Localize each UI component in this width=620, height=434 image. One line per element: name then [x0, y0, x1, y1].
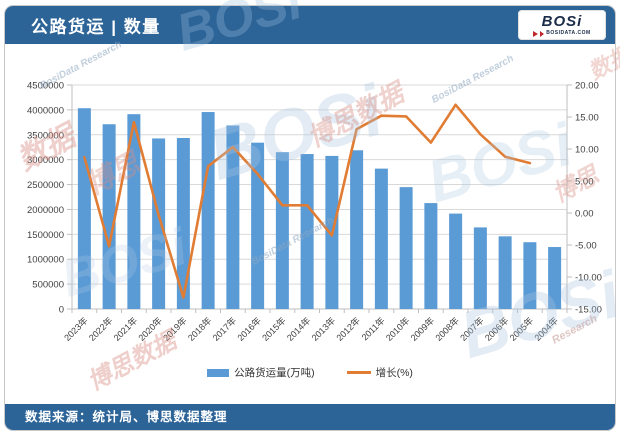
- freight-volume-growth-chart: 4500000 4000000 3500000 3000000 2500000 20000…: [27, 81, 602, 343]
- bar-2016年: [251, 142, 265, 309]
- x-axis-label: 2005年: [507, 315, 535, 343]
- bar-2022年: [102, 124, 116, 310]
- left-axis-label: 1000000: [27, 255, 64, 266]
- x-axis-label: 2011年: [359, 315, 387, 343]
- page-title: 公路货运 | 数量: [31, 17, 161, 37]
- right-axis-label: 5.00: [575, 177, 594, 188]
- logo-flag-icon: [533, 30, 539, 37]
- legend-label-line-series: 增长(%): [375, 367, 413, 379]
- left-axis-label: 500000: [32, 280, 64, 291]
- bar-2017年: [226, 125, 240, 310]
- x-axis-label: 2010年: [383, 315, 411, 343]
- x-axis-label: 2021年: [111, 315, 139, 343]
- line-series-swatch: [346, 371, 371, 374]
- x-axis-label: 2017年: [210, 315, 238, 343]
- left-axis-label: 3000000: [27, 155, 64, 166]
- bar-2021年: [127, 114, 141, 309]
- left-axis-label: 3500000: [27, 130, 64, 141]
- footer-bar: 数据来源：统计局、博思数据整理: [5, 404, 615, 430]
- bosi-logo-text: BOSi: [541, 12, 583, 30]
- bar-2015年: [275, 152, 289, 309]
- x-axis-label: 2022年: [86, 315, 114, 343]
- x-axis-label: 2006年: [482, 315, 510, 343]
- bar-2012年: [350, 150, 364, 309]
- right-axis-label: -15.00: [575, 305, 602, 316]
- bosi-logo-url: BOSIDATA.COM: [546, 30, 591, 36]
- right-axis-label: -5.00: [575, 241, 597, 252]
- x-axis-label: 2014年: [284, 315, 312, 343]
- right-axis-label: 15.00: [575, 113, 599, 124]
- header-bar: 公路货运 | 数量 BOSi BOSIDATA.COM: [5, 6, 615, 44]
- bar-2009年: [424, 203, 438, 309]
- bosi-logo-subrow: BOSIDATA.COM: [533, 30, 591, 37]
- bar-2010年: [399, 187, 413, 309]
- x-axis-label: 2004年: [532, 315, 560, 343]
- left-axis-label: 2500000: [27, 180, 64, 191]
- bar-2018年: [201, 112, 215, 310]
- left-axis-label: 0: [59, 305, 64, 316]
- bar-2014年: [300, 154, 314, 309]
- x-axis-label: 2012年: [334, 315, 362, 343]
- legend-item-bar-series: 公路货运量(万吨): [207, 365, 315, 380]
- x-axis-label: 2015年: [259, 315, 287, 343]
- bar-2004年: [548, 247, 562, 309]
- right-axis-label: 20.00: [575, 81, 599, 92]
- bar-2019年: [176, 137, 190, 309]
- x-axis-label: 2008年: [433, 315, 461, 343]
- left-axis-label: 4500000: [27, 81, 64, 92]
- x-axis-label: 2013年: [309, 315, 337, 343]
- bar-2023年: [77, 108, 91, 309]
- bar-2020年: [152, 138, 166, 309]
- growth-line: [83, 103, 532, 299]
- right-axis-label: 10.00: [575, 145, 599, 156]
- bosi-logo: BOSi BOSIDATA.COM: [518, 10, 606, 40]
- bar-2007年: [473, 227, 487, 309]
- bar-2006年: [498, 236, 512, 309]
- x-axis-label: 2019年: [160, 315, 188, 343]
- x-axis-label: 2007年: [457, 315, 485, 343]
- x-axis-label: 2009年: [408, 315, 436, 343]
- data-source-text: 数据来源：统计局、博思数据整理: [25, 410, 228, 424]
- chart-legend: 公路货运量(万吨) 增长(%): [0, 365, 620, 380]
- x-axis-label: 2020年: [136, 315, 164, 343]
- legend-label-bar-series: 公路货运量(万吨): [234, 367, 315, 379]
- x-axis-label: 2016年: [235, 315, 263, 343]
- right-axis-label: -10.00: [575, 273, 602, 284]
- bar-2008年: [449, 213, 463, 309]
- logo-flag-icon: [540, 30, 545, 37]
- bar-2005年: [523, 242, 537, 309]
- left-axis-label: 2000000: [27, 205, 64, 216]
- left-axis-label: 4000000: [27, 105, 64, 116]
- x-axis-label: 2018年: [185, 315, 213, 343]
- left-axis-label: 1500000: [27, 230, 64, 241]
- bar-series-swatch: [207, 368, 230, 377]
- x-axis-label: 2023年: [61, 315, 89, 343]
- legend-item-line-series: 增长(%): [346, 365, 413, 380]
- right-axis-label: 0.00: [575, 209, 594, 220]
- bar-2011年: [374, 168, 388, 309]
